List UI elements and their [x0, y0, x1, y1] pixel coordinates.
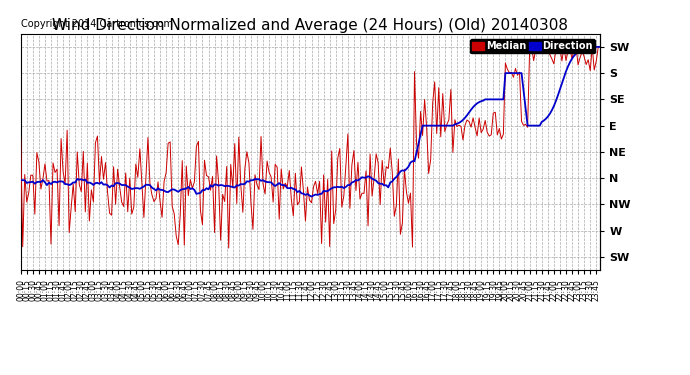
Title: Wind Direction Normalized and Average (24 Hours) (Old) 20140308: Wind Direction Normalized and Average (2…	[52, 18, 569, 33]
Text: Copyright 2014 Cartronics.com: Copyright 2014 Cartronics.com	[21, 19, 172, 29]
Legend: Median, Direction: Median, Direction	[470, 39, 595, 54]
